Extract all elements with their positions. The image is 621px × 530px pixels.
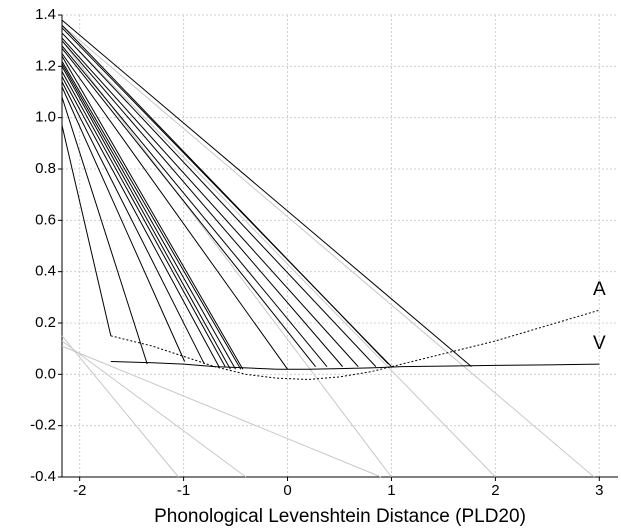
connector-line xyxy=(61,96,148,365)
x-axis-label: Phonological Levenshtein Distance (PLD20… xyxy=(154,506,526,527)
projection-line xyxy=(61,340,247,478)
connector-line xyxy=(61,86,186,362)
y-tick-label: -0.2 xyxy=(30,417,56,434)
y-tick-label: 1.2 xyxy=(35,57,56,74)
connector-line xyxy=(61,45,328,367)
projection-line xyxy=(61,345,382,478)
connector-line xyxy=(61,76,220,367)
connector-line xyxy=(61,63,236,370)
x-tick-label: 3 xyxy=(595,482,603,499)
connector-line xyxy=(61,32,377,367)
series-label: V xyxy=(593,333,606,354)
connector-line xyxy=(61,60,242,370)
y-tick-label: 1.4 xyxy=(35,6,56,23)
y-tick-label: 0.0 xyxy=(35,365,56,382)
connector-line xyxy=(61,81,205,365)
y-tick-label: 0.6 xyxy=(35,211,56,228)
y-tick-label: 0.8 xyxy=(35,160,56,177)
y-tick-label: -0.4 xyxy=(30,468,56,485)
projection-line xyxy=(61,24,595,478)
series-label: A xyxy=(593,279,606,300)
x-tick-label: 0 xyxy=(283,482,291,499)
x-tick-label: -2 xyxy=(73,482,86,499)
y-tick-label: 0.2 xyxy=(35,314,56,331)
connector-line xyxy=(61,125,112,336)
connector-line xyxy=(61,66,231,370)
projection-line xyxy=(61,32,496,478)
connector-line xyxy=(61,37,359,367)
connector-line xyxy=(61,55,244,370)
x-tick-label: 2 xyxy=(491,482,499,499)
y-tick-label: 0.4 xyxy=(35,263,56,280)
projection-line xyxy=(61,40,392,478)
connector-line xyxy=(61,19,472,368)
series-line xyxy=(110,309,600,380)
x-tick-label: 1 xyxy=(387,482,395,499)
x-tick-label: -1 xyxy=(177,482,190,499)
series-line xyxy=(110,361,600,370)
projection-line xyxy=(61,335,179,478)
connector-line xyxy=(61,27,392,367)
connector-line xyxy=(61,40,343,367)
y-tick-label: 1.0 xyxy=(35,109,56,126)
connector-line xyxy=(61,53,288,370)
connector-line xyxy=(61,48,316,367)
connector-line xyxy=(61,71,226,367)
